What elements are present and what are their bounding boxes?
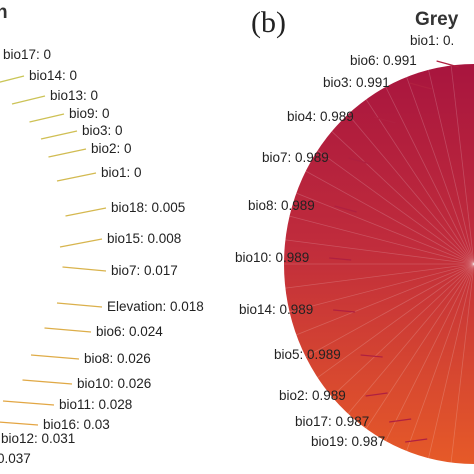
panel-a-data-label: bio7: 0.017 <box>111 263 178 278</box>
pie-b-slice <box>385 86 474 265</box>
pie-b-slice <box>406 76 474 265</box>
pie-b-slice <box>289 263 474 313</box>
pie-b-slice <box>289 215 474 265</box>
panel-b-data-label: bio8: 0.989 <box>248 198 315 213</box>
panel-a-leader-line <box>44 327 92 333</box>
panel-a-data-label: bio6: 0.024 <box>96 324 163 339</box>
pie-b-slice <box>347 114 474 265</box>
panel-b-leader-lines <box>329 60 459 443</box>
panel-a-leader-line <box>59 238 103 248</box>
panel-a-data-label: bio14: 0 <box>29 68 77 83</box>
panel-a-leader-line <box>56 172 97 182</box>
panel-a-title: n <box>0 2 8 23</box>
panel-a-data-label: bio10: 0.026 <box>77 376 151 391</box>
pie-b-slice <box>305 263 474 358</box>
panel-b-leader-line <box>329 257 352 261</box>
panel-b-data-label: bio5: 0.989 <box>274 347 341 362</box>
pie-b-slice <box>347 263 474 414</box>
panel-a-labels: bio17: 0 bio14: 0 bio13: 0 bio9: 0 bio3: 0 bi… <box>0 47 204 466</box>
panel-b-leader-line <box>436 60 459 68</box>
panel-b-title: Grey <box>415 9 459 30</box>
pie-b-slice <box>365 263 474 429</box>
pie-b-slice <box>305 170 474 265</box>
panel-b-leader-line <box>409 82 432 90</box>
panel-a-leader-line <box>62 266 107 272</box>
panel-b-data-label: bio2: 0.989 <box>279 388 346 403</box>
panel-a-data-label: bio16: 0.03 <box>43 417 110 432</box>
pie-b-slice <box>285 239 474 265</box>
panel-a-data-label: bio12: 0.031 <box>1 431 75 446</box>
panel-a-data-label: 0.037 <box>0 451 31 466</box>
panel-a-leader-line <box>30 354 80 360</box>
panel-a-leader-line <box>40 130 78 140</box>
pie-b-slice <box>285 263 474 289</box>
panel-a-leader-line <box>22 379 73 385</box>
panel-b-data-label: bio6: 0.991 <box>350 53 417 68</box>
panel-b-data-label: bio1: 0. <box>410 33 454 48</box>
panel-a-data-label: bio18: 0.005 <box>111 200 185 215</box>
panel-a-leader-line <box>29 113 65 123</box>
pie-b-slice <box>331 263 474 397</box>
panel-a-leader-line <box>48 148 87 158</box>
panel-b-label: (b) <box>251 6 286 39</box>
panel-a-data-label: bio15: 0.008 <box>107 231 181 246</box>
panel-a-data-label: bio2: 0 <box>91 141 132 156</box>
panel-b-data-label: bio17: 0.987 <box>295 414 369 429</box>
panel-b-data-label: bio3: 0.991 <box>323 75 390 90</box>
panel-a-data-label: bio13: 0 <box>50 88 98 103</box>
panel-a-data-label: bio8: 0.026 <box>84 351 151 366</box>
pie-b-slice <box>450 65 474 265</box>
panel-b-leader-line <box>348 157 371 165</box>
panel-a-leader-line <box>0 75 25 83</box>
pie-b <box>284 64 474 464</box>
pie-b-slice <box>406 263 474 452</box>
panel-a-data-label: bio3: 0 <box>82 123 123 138</box>
pie-b-slice <box>428 69 474 265</box>
panel-b-leader-line <box>333 309 356 313</box>
panel-b-leader-line <box>334 205 357 213</box>
pie-b-slice <box>317 150 474 265</box>
pie-b-slice <box>428 263 474 459</box>
panel-b-data-label: bio19: 0.987 <box>311 434 385 449</box>
pie-b-slice <box>331 131 474 265</box>
panel-b-data-label: bio7: 0.989 <box>262 150 329 165</box>
pie-b-slice <box>317 263 474 378</box>
panel-b-leader-line <box>360 354 383 358</box>
panel-a-data-label: bio9: 0 <box>69 106 110 121</box>
pie-b-slice <box>296 263 474 336</box>
panel-b-data-label: bio10: 0.989 <box>235 250 309 265</box>
panel-a-data-label: Elevation: 0.018 <box>107 299 204 314</box>
panel-a-leader-line <box>11 95 46 105</box>
panel-a-data-label: bio1: 0 <box>101 165 142 180</box>
panel-a-leader-lines <box>0 75 107 426</box>
panel-a-leader-line <box>0 421 39 426</box>
panel-a-leader-line <box>65 207 107 217</box>
panel-a-leader-line <box>56 302 103 308</box>
panel-a-data-label: bio11: 0.028 <box>59 397 132 412</box>
pie-b-slice <box>450 263 474 463</box>
panel-b-data-label: bio14: 0.989 <box>239 302 313 317</box>
panel-b-labels: bio1: 0. bio6: 0.991 bio3: 0.991 bio4: 0.98… <box>235 33 454 449</box>
panel-b-data-label: bio4: 0.989 <box>287 109 354 124</box>
panel-a-data-label: bio17: 0 <box>3 47 51 62</box>
panel-a-leader-line <box>2 400 55 406</box>
panel-b-leader-line <box>405 438 428 443</box>
panel-b-leader-line <box>373 116 396 124</box>
pie-b-slice <box>385 263 474 442</box>
pie-b-slice <box>365 99 474 265</box>
pie-b-body <box>284 64 474 464</box>
panel-b-leader-line <box>389 418 412 423</box>
panel-b-leader-line <box>365 392 388 397</box>
pie-b-slice <box>296 192 474 265</box>
pie-b-slice-lines <box>284 65 474 463</box>
